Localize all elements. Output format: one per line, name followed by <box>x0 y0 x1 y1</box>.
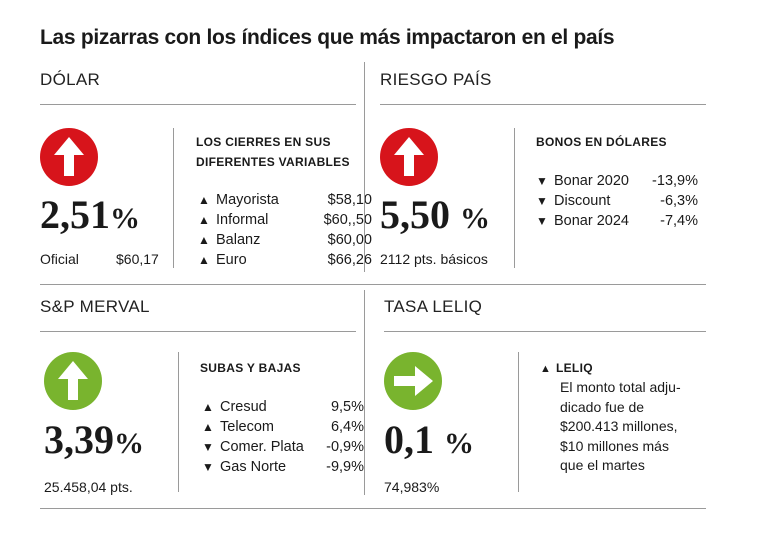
riesgo-label: RIESGO PAÍS <box>380 70 492 89</box>
item-value: -9,9% <box>326 459 364 475</box>
item-name: Gas Norte <box>220 459 287 475</box>
item-value: -0,9% <box>326 439 364 455</box>
item-name: Balanz <box>216 232 261 248</box>
list-item: ▲ Cresud 9,5% <box>202 397 364 417</box>
triangle-up-icon: ▲ <box>202 420 214 434</box>
leliq-rate: 74,983% <box>384 479 440 495</box>
item-name: Cresud <box>220 399 267 415</box>
dolar-official-value: $60,17 <box>116 251 159 267</box>
item-name: Euro <box>216 252 247 268</box>
item-value: -7,4% <box>660 213 698 229</box>
divider <box>518 352 519 492</box>
divider <box>40 508 706 509</box>
leliq-value: 0,1 % <box>384 417 474 462</box>
divider <box>364 62 365 272</box>
list-item: ▲ Balanz $60,00 <box>198 230 372 250</box>
item-name: Telecom <box>220 419 274 435</box>
list-item: ▲ Euro $66,26 <box>198 250 372 270</box>
triangle-down-icon: ▼ <box>536 174 548 188</box>
riesgo-value: 5,50 % <box>380 192 490 237</box>
triangle-up-icon: ▲ <box>202 400 214 414</box>
item-value: -13,9% <box>652 173 698 189</box>
divider <box>514 128 515 268</box>
item-name: Bonar 2020 <box>554 173 629 189</box>
triangle-up-icon: ▲ <box>198 193 210 207</box>
list-item: ▲ Mayorista $58,10 <box>198 190 372 210</box>
item-value: $60,00 <box>327 232 372 248</box>
item-value: 9,5% <box>330 399 364 415</box>
item-value: $60,,50 <box>323 212 372 228</box>
merval-points: 25.458,04 pts. <box>44 479 133 495</box>
triangle-down-icon: ▼ <box>536 194 548 208</box>
divider <box>40 331 356 332</box>
divider <box>40 284 706 285</box>
item-value: -6,3% <box>660 193 698 209</box>
triangle-down-icon: ▼ <box>202 460 214 474</box>
item-value: 6,4% <box>330 419 364 435</box>
item-name: Bonar 2024 <box>554 213 629 229</box>
riesgo-basis-points: 2112 pts. básicos <box>380 251 488 267</box>
merval-panel-title: SUBAS Y BAJAS <box>200 361 301 375</box>
arrow-up-icon <box>380 128 438 186</box>
triangle-up-icon: ▲ <box>198 253 210 267</box>
divider <box>178 352 179 492</box>
page-title: Las pizarras con los índices que más imp… <box>40 26 615 49</box>
triangle-up-icon: ▲ <box>198 213 210 227</box>
leliq-note: El monto total adju- dicado fue de $200.… <box>560 379 681 473</box>
dolar-label: DÓLAR <box>40 70 101 89</box>
divider <box>384 331 706 332</box>
triangle-up-icon: ▲ <box>540 363 552 375</box>
item-name: Mayorista <box>216 192 279 208</box>
list-item: ▼ Gas Norte -9,9% <box>202 457 364 477</box>
arrow-up-icon <box>44 352 102 410</box>
arrow-right-icon <box>384 352 442 410</box>
triangle-down-icon: ▼ <box>202 440 214 454</box>
triangle-up-icon: ▲ <box>198 233 210 247</box>
dolar-official-label: Oficial <box>40 251 79 267</box>
merval-label: S&P MERVAL <box>40 297 150 316</box>
list-item: ▲ Telecom 6,4% <box>202 417 364 437</box>
list-item: ▼ Discount -6,3% <box>536 191 698 211</box>
dolar-value: 2,51% <box>40 192 140 237</box>
list-item: ▼ Comer. Plata -0,9% <box>202 437 364 457</box>
list-item: ▲ Informal $60,,50 <box>198 210 372 230</box>
item-name: Discount <box>554 193 611 209</box>
merval-value: 3,39% <box>44 417 144 462</box>
item-name: Comer. Plata <box>220 439 304 455</box>
triangle-down-icon: ▼ <box>536 214 548 228</box>
divider <box>40 104 356 105</box>
divider <box>364 290 365 495</box>
leliq-panel-title: ▲ LELIQ <box>540 358 593 379</box>
riesgo-panel-title: BONOS EN DÓLARES <box>536 135 667 149</box>
leliq-label: TASA LELIQ <box>384 297 483 316</box>
divider <box>173 128 174 268</box>
divider <box>380 104 706 105</box>
item-name: Informal <box>216 212 269 228</box>
item-value: $58,10 <box>327 192 372 208</box>
list-item: ▼ Bonar 2024 -7,4% <box>536 211 698 231</box>
arrow-up-icon <box>40 128 98 186</box>
item-value: $66,26 <box>327 252 372 268</box>
list-item: ▼ Bonar 2020 -13,9% <box>536 171 698 191</box>
dolar-panel-title: LOS CIERRES EN SUS DIFERENTES VARIABLES <box>196 135 350 169</box>
